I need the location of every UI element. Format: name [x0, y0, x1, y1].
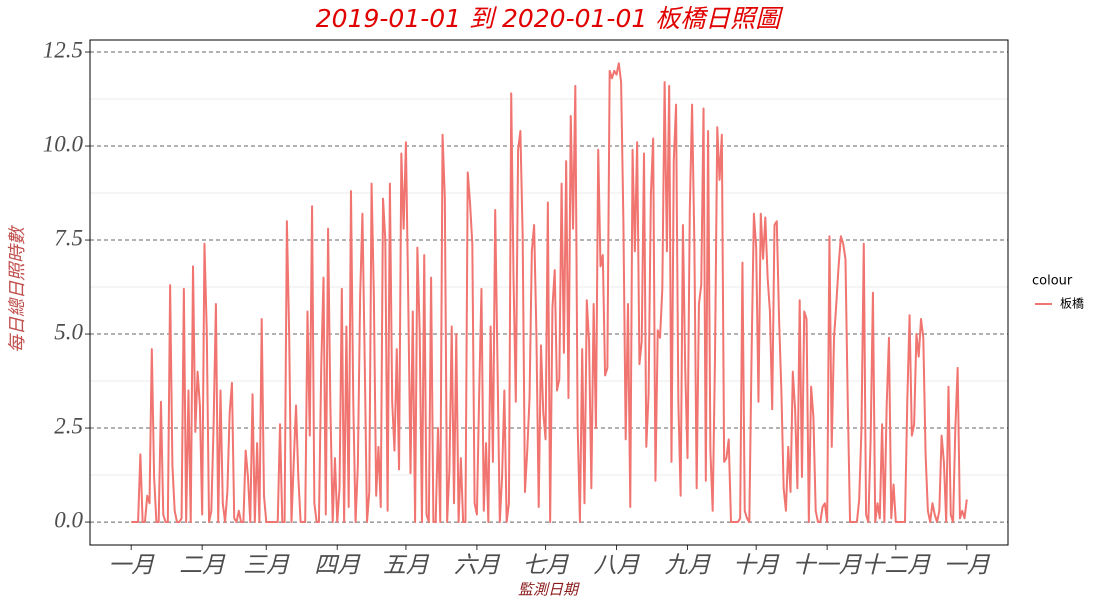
x-tick-label: 一月 [108, 552, 155, 577]
line [131, 62, 968, 524]
y-tick-label: 5.0 [54, 319, 83, 344]
y-tick-label: 7.5 [54, 225, 83, 250]
x-tick-label: 一月 [944, 552, 991, 577]
legend-title: colour [1032, 274, 1073, 289]
x-tick-label: 二月 [179, 552, 226, 577]
y-tick-label: 2.5 [54, 413, 83, 438]
x-tick-label: 四月 [314, 552, 361, 577]
panel-border [89, 39, 1009, 546]
y-axis-label: 每日總日照時數 [7, 224, 28, 353]
y-tick-label: 10.0 [43, 131, 84, 156]
chart-title: 2019-01-01 到 2020-01-01 板橋日照圖 [316, 4, 783, 33]
x-tick-label: 九月 [665, 552, 712, 577]
x-tick-label: 十一月 [793, 552, 863, 577]
y-tick-label: 12.5 [43, 37, 83, 62]
x-tick-label: 六月 [454, 552, 501, 577]
x-axis-label: 監測日期 [518, 581, 580, 599]
x-tick-label: 十月 [733, 552, 780, 577]
x-tick-label: 三月 [243, 552, 290, 577]
legend-label: 板橋 [1060, 297, 1084, 311]
x-tick-label: 八月 [594, 552, 641, 577]
x-tick-label: 十二月 [861, 552, 931, 577]
x-tick-label: 七月 [523, 552, 570, 577]
x-tick-label: 五月 [383, 552, 430, 577]
y-tick-label: 0.0 [54, 507, 83, 532]
